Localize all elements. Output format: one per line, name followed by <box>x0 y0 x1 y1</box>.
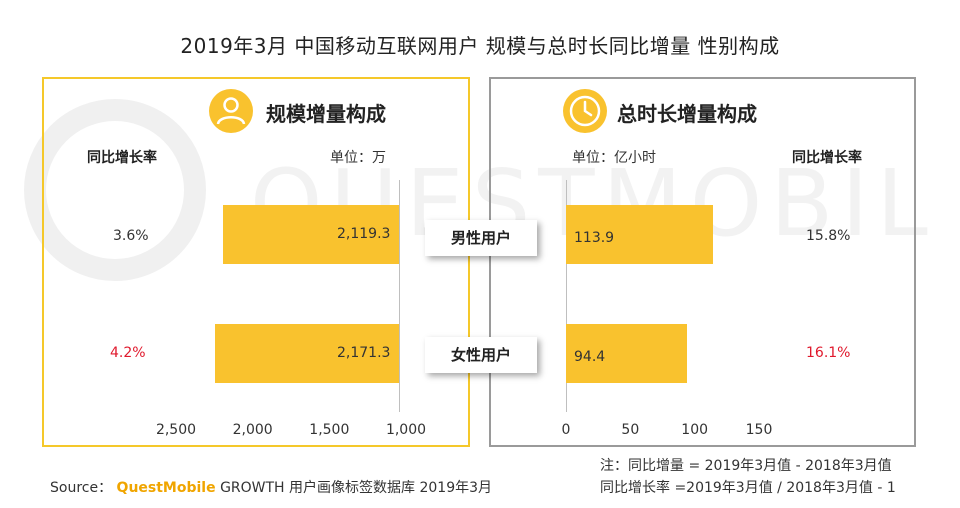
source-line: Source： QuestMobile GROWTH 用户画像标签数据库 201… <box>50 477 492 497</box>
user-icon <box>209 89 253 133</box>
time-tick: 50 <box>621 422 640 438</box>
time-bar-female <box>566 324 688 383</box>
time-rate-header: 同比增长率 <box>792 150 862 166</box>
note-line-1: 注：同比增量 = 2019年3月值 - 2018年3月值 <box>600 458 892 474</box>
clock-icon <box>563 89 607 133</box>
category-male: 男性用户 <box>425 220 537 256</box>
scale-bar-label-male: 2,119.3 <box>337 226 391 242</box>
scale-heading: 规模增量构成 <box>266 102 386 126</box>
source-rest: GROWTH 用户画像标签数据库 2019年3月 <box>220 480 493 496</box>
scale-tick: 2,500 <box>155 422 197 438</box>
scale-rate-header: 同比增长率 <box>87 150 157 166</box>
time-rate-female: 16.1% <box>806 345 851 361</box>
time-bar-male <box>566 205 713 264</box>
scale-bar-female <box>214 324 399 383</box>
scale-bar-male <box>222 205 399 264</box>
scale-rate-male: 3.6% <box>113 228 149 244</box>
time-tick: 100 <box>681 422 709 438</box>
source-prefix: Source： <box>50 480 113 496</box>
time-rate-male: 15.8% <box>806 228 851 244</box>
source-brand: QuestMobile <box>116 480 216 496</box>
time-bar-label-male: 113.9 <box>574 230 615 246</box>
scale-tick: 1,000 <box>385 422 427 438</box>
scale-axis-line <box>399 180 400 412</box>
time-tick: 150 <box>745 422 773 438</box>
note-line-2: 同比增长率 =2019年3月值 / 2018年3月值 - 1 <box>600 480 896 496</box>
scale-bar-label-female: 2,171.3 <box>337 345 391 361</box>
scale-panel <box>42 77 470 447</box>
time-panel <box>489 77 916 447</box>
scale-rate-female: 4.2% <box>110 345 146 361</box>
time-unit: 单位：亿小时 <box>572 150 656 166</box>
scale-unit: 单位：万 <box>330 150 386 166</box>
time-heading: 总时长增量构成 <box>617 102 757 126</box>
category-female: 女性用户 <box>425 337 537 373</box>
scale-tick: 1,500 <box>309 422 350 438</box>
time-tick: 0 <box>561 422 571 438</box>
time-axis-line <box>566 180 567 412</box>
scale-tick: 2,000 <box>232 422 273 438</box>
chart-title: 2019年3月 中国移动互联网用户 规模与总时长同比增量 性别构成 <box>180 34 780 58</box>
time-bar-label-female: 94.4 <box>574 349 606 365</box>
